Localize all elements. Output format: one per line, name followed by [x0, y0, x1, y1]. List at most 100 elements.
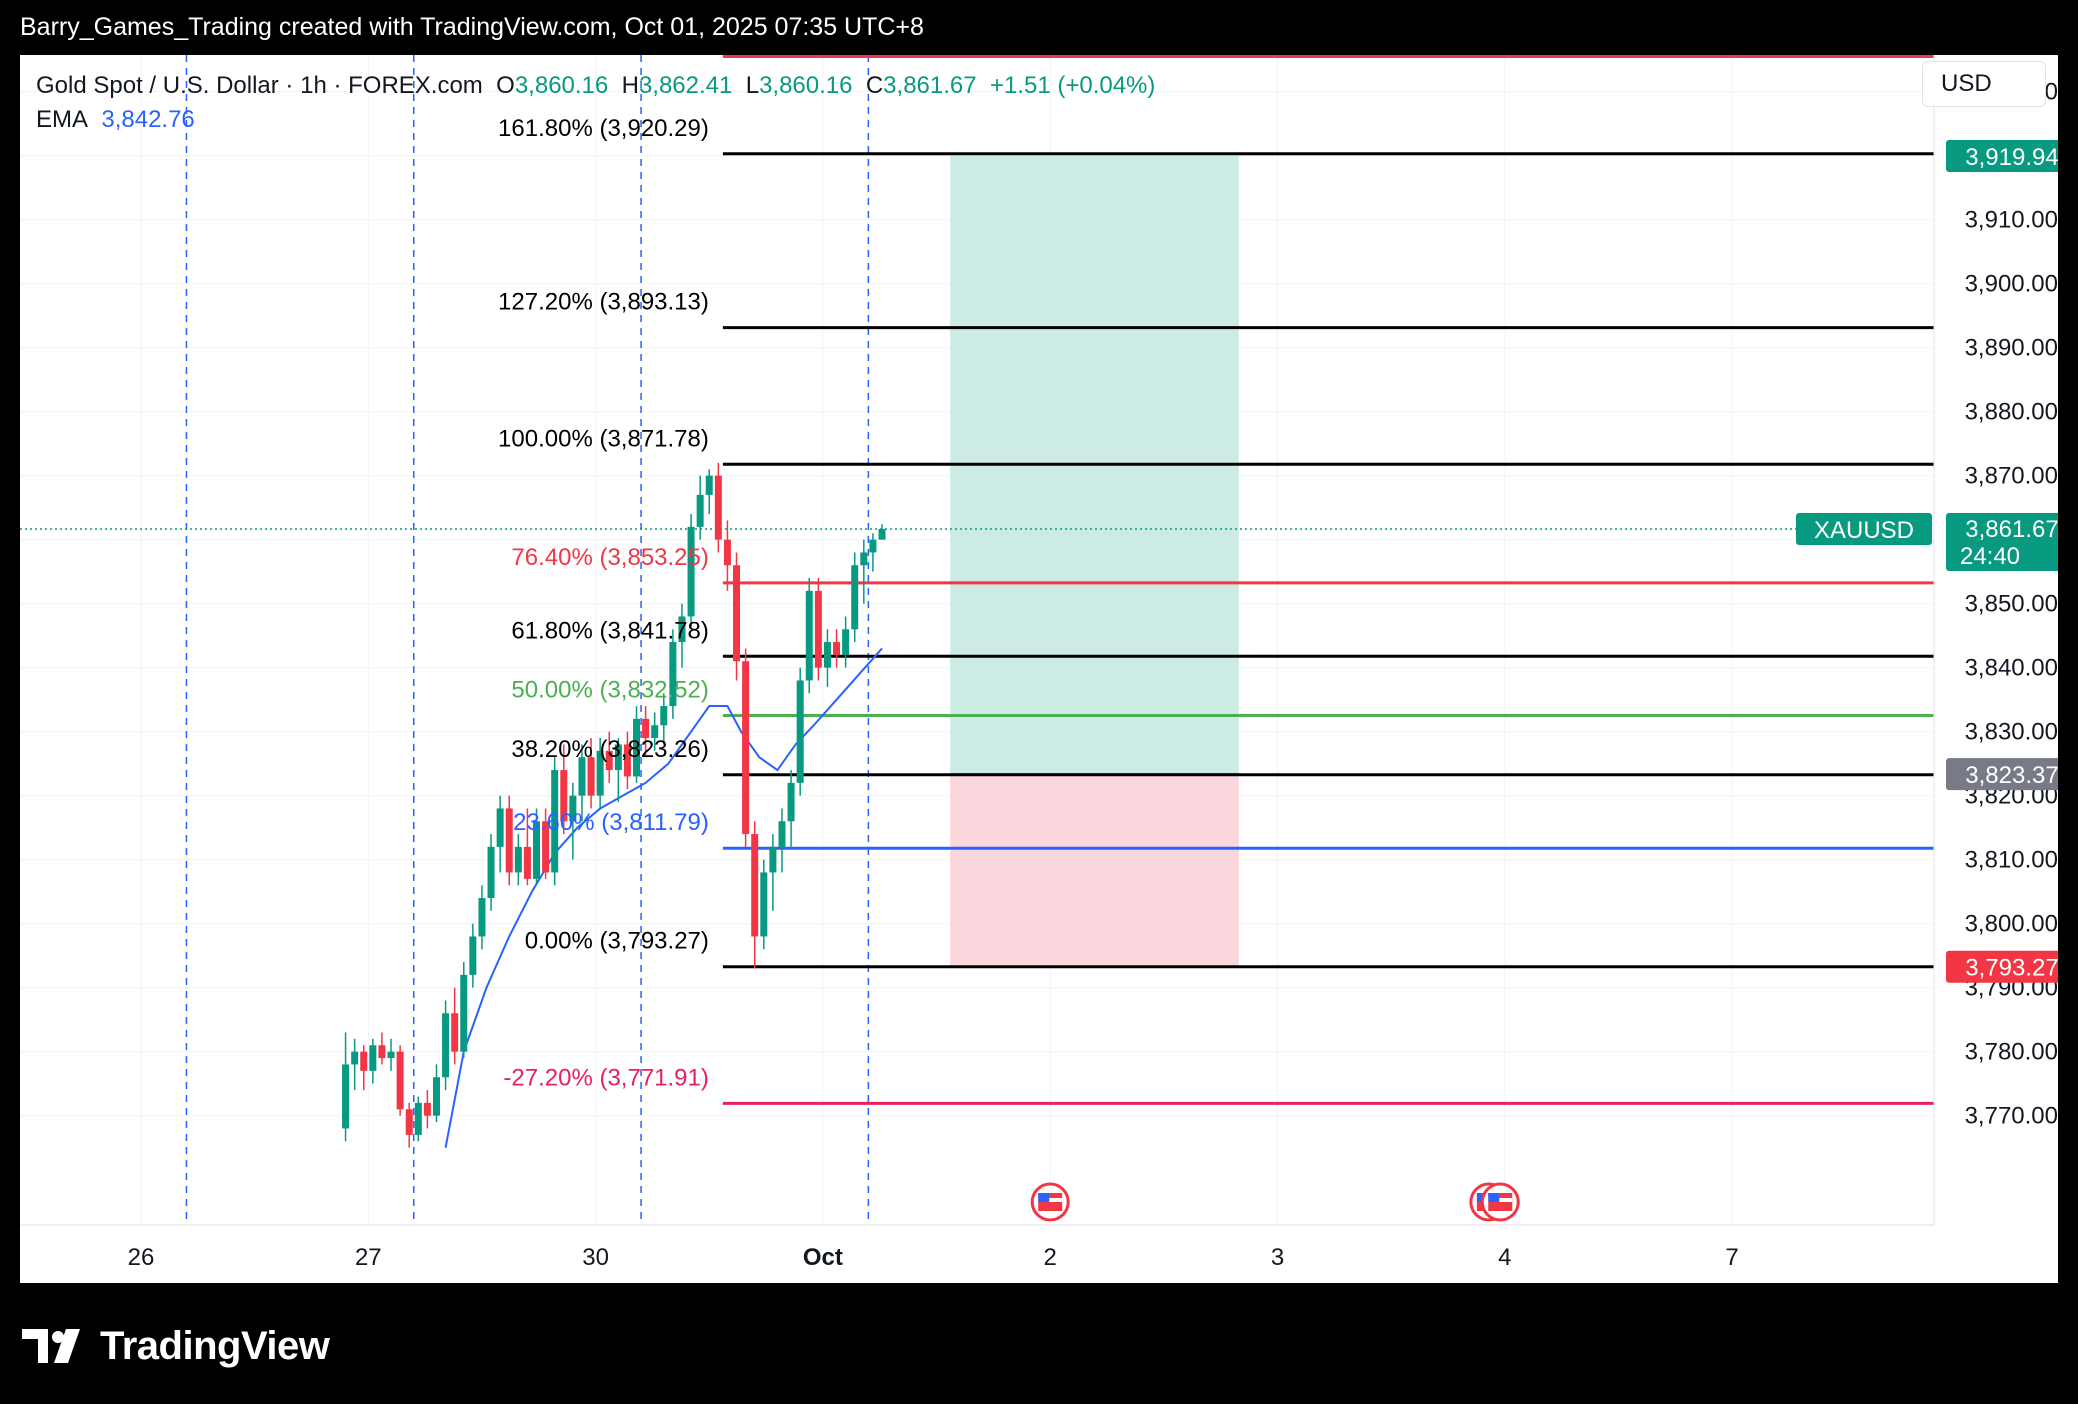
fib-level-label: 76.40% (3,853.25) [511, 544, 708, 571]
legend-symbol[interactable]: Gold Spot / U.S. Dollar · 1h · FOREX.com [36, 72, 483, 99]
candle-body [432, 1077, 440, 1116]
candle-body [614, 744, 622, 771]
chart-frame[interactable]: 161.80% (3,920.29) 127.20% (3,893.13) 100.… [20, 55, 2058, 1283]
header-credit: Barry_Games_Trading created with Trading… [0, 0, 2078, 55]
price-tick-label: 3,830.00 [1965, 719, 2058, 746]
ema-label: EMA [36, 106, 89, 133]
candle-body [714, 475, 722, 540]
candle-body [860, 552, 868, 566]
legend-high-label: H [621, 72, 639, 99]
candle-body [578, 757, 586, 796]
candle-body [705, 475, 713, 495]
candle-body [823, 642, 831, 668]
currency-button[interactable]: USD [1922, 61, 2046, 107]
us-flag-stripe-white [1038, 1198, 1063, 1202]
candle-body [805, 590, 813, 681]
candle-body [833, 642, 841, 655]
time-tick-label: 3 [1271, 1244, 1284, 1271]
candle-body [533, 821, 541, 879]
symbol-legend: Gold Spot / U.S. Dollar · 1h · FOREX.com… [36, 69, 1155, 137]
legend-row-ema[interactable]: EMA 3,842.76 [36, 103, 1155, 137]
candle-body [423, 1102, 431, 1116]
fib-level-label: 50.00% (3,832.52) [511, 677, 708, 704]
countdown-text: 24:40 [1960, 543, 2020, 570]
candle-body [514, 846, 522, 873]
candle-body [733, 565, 741, 662]
time-tick-label: 27 [355, 1244, 382, 1271]
fib-level-label: 61.80% (3,841.78) [511, 617, 708, 644]
fib-level-label: 100.00% (3,871.78) [498, 425, 709, 452]
price-tick-label: 3,870.00 [1965, 463, 2058, 490]
candle-body [742, 661, 750, 835]
candle-body [723, 539, 731, 566]
candle-body [787, 782, 795, 822]
tradingview-logo: TradingView [22, 1318, 330, 1374]
price-label-box [1946, 758, 2058, 791]
ema-value: 3,842.76 [101, 106, 195, 133]
candle-body [496, 808, 504, 847]
price-tick-label: 3,780.00 [1965, 1039, 2058, 1066]
tradingview-wordmark: TradingView [100, 1323, 330, 1368]
time-tick-label: 4 [1498, 1244, 1511, 1271]
credit-text: Barry_Games_Trading created with Trading… [20, 13, 924, 41]
candle-body [660, 706, 668, 726]
price-tick-label: 3,910.00 [1965, 207, 2058, 234]
candle-body [751, 834, 759, 937]
candle-body [669, 642, 677, 707]
candle-body [460, 974, 468, 1052]
candle-body [442, 1013, 450, 1078]
candle-body [696, 494, 704, 527]
price-tick-label: 3,770.00 [1965, 1103, 2058, 1130]
candle-body [451, 1013, 459, 1052]
time-tick-label: 2 [1044, 1244, 1057, 1271]
price-label-text: 3,793.27 [1965, 955, 2058, 982]
last-price-box [1946, 512, 2058, 571]
candle-body [523, 846, 531, 879]
candle-body [842, 629, 850, 655]
chart-canvas[interactable]: 161.80% (3,920.29) 127.20% (3,893.13) 100.… [20, 55, 2058, 1283]
tradingview-logo-icon [22, 1329, 80, 1363]
candle-body [678, 616, 686, 643]
candle-body [878, 528, 886, 540]
candle-body [551, 770, 559, 873]
candle-body [542, 821, 550, 873]
legend-close: 3,861.67 [883, 72, 977, 99]
candle-body [623, 744, 631, 777]
fib-level-label: -27.20% (3,771.91) [503, 1064, 708, 1091]
candle-body [642, 718, 650, 739]
legend-row-ohlc: Gold Spot / U.S. Dollar · 1h · FOREX.com… [36, 69, 1155, 103]
currency-label: USD [1941, 70, 1992, 97]
candle-body [487, 846, 495, 899]
candle-body [778, 821, 786, 847]
candle-body [869, 539, 877, 553]
price-label-box [1946, 950, 2058, 983]
fib-level-label: 161.80% (3,920.29) [498, 115, 709, 142]
us-flag-canton [1038, 1193, 1050, 1202]
candle-body [469, 936, 477, 975]
time-tick-label: Oct [803, 1244, 843, 1271]
fib-level-label: 127.20% (3,893.13) [498, 289, 709, 316]
price-tick-label: 3,880.00 [1965, 399, 2058, 426]
us-flag-stripe-white [1488, 1198, 1513, 1202]
candle-body [351, 1051, 359, 1065]
price-label-text: 3,823.37 [1965, 762, 2058, 789]
candle-body [651, 725, 659, 739]
candle-body [342, 1064, 350, 1129]
symbol-tag-text: XAUUSD [1814, 517, 1914, 544]
candle-body [378, 1045, 386, 1059]
legend-low: 3,860.16 [759, 72, 853, 99]
candle-body [814, 590, 822, 668]
candle-body [405, 1109, 413, 1135]
price-tick-label: 3,890.00 [1965, 335, 2058, 362]
candle-body [396, 1051, 404, 1110]
price-label-box [1946, 140, 2058, 173]
time-tick-label: 30 [582, 1244, 609, 1271]
price-tick-label: 3,850.00 [1965, 591, 2058, 618]
legend-change: +1.51 (+0.04%) [989, 72, 1156, 99]
time-tick-label: 7 [1725, 1244, 1738, 1271]
fib-level-label: 23.60% (3,811.79) [513, 809, 709, 836]
candle-body [596, 750, 604, 796]
loss-zone [950, 774, 1239, 967]
time-tick-label: 26 [128, 1244, 155, 1271]
us-flag-canton [1488, 1193, 1500, 1202]
